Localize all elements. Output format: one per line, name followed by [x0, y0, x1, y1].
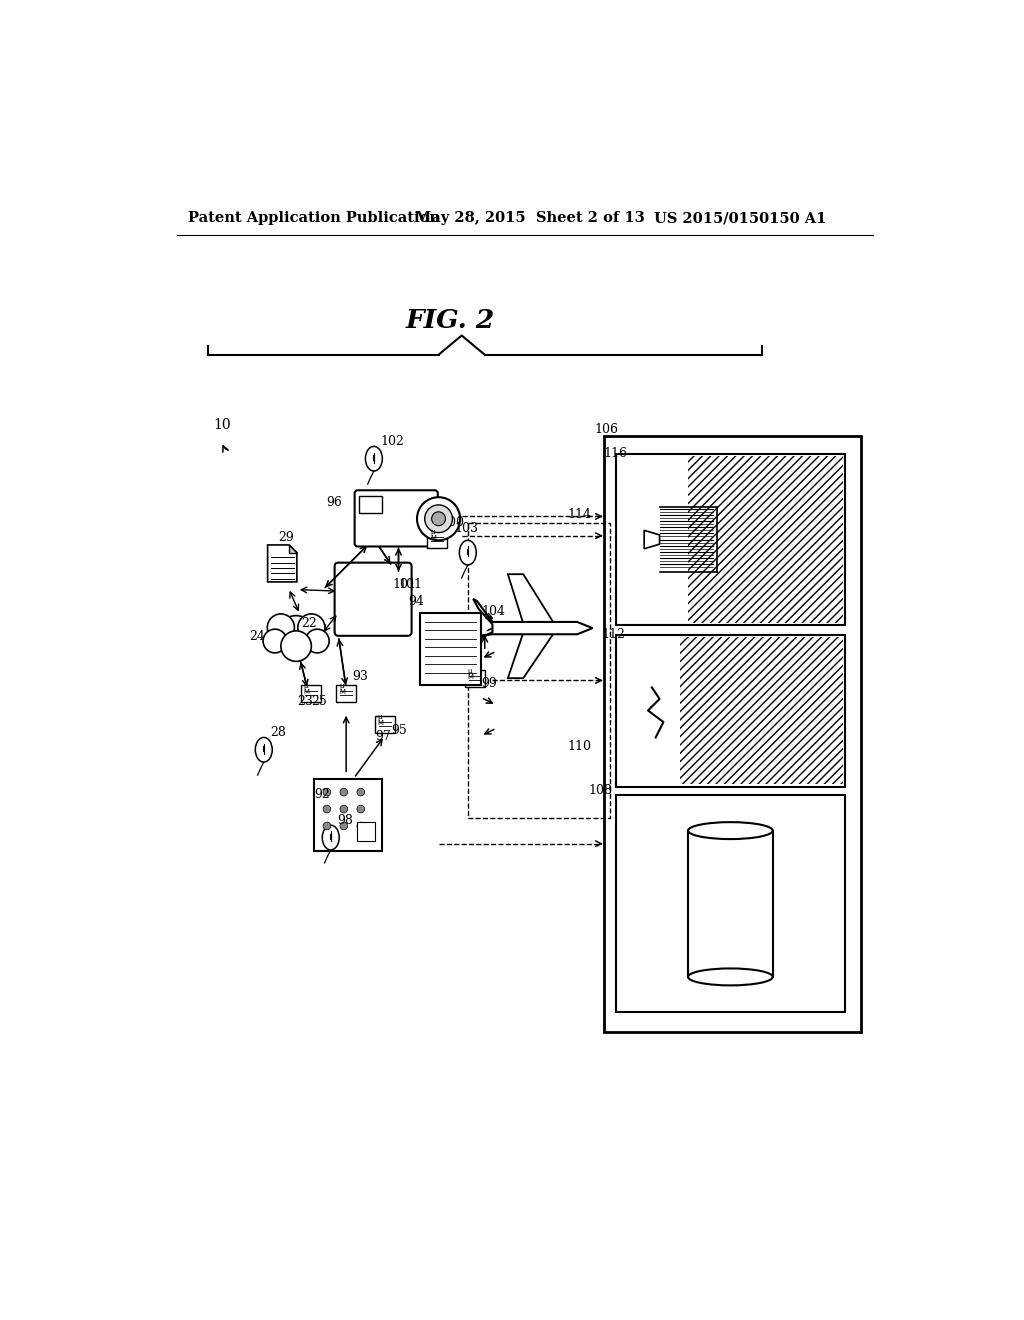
Text: μ: μ — [468, 668, 472, 673]
Polygon shape — [473, 599, 593, 642]
Ellipse shape — [460, 540, 476, 565]
Text: FIG. 2: FIG. 2 — [406, 308, 495, 333]
Circle shape — [432, 512, 445, 525]
Text: 101: 101 — [392, 578, 417, 591]
FancyBboxPatch shape — [357, 822, 376, 841]
FancyBboxPatch shape — [420, 612, 481, 685]
Ellipse shape — [688, 969, 773, 985]
Text: M: M — [468, 675, 474, 680]
Text: 23: 23 — [297, 696, 312, 708]
Ellipse shape — [255, 738, 272, 762]
Circle shape — [278, 615, 314, 653]
Text: μ: μ — [378, 714, 382, 719]
Text: 106: 106 — [595, 424, 618, 437]
FancyBboxPatch shape — [375, 715, 394, 733]
Text: May 28, 2015  Sheet 2 of 13: May 28, 2015 Sheet 2 of 13 — [416, 211, 645, 226]
Text: 98: 98 — [337, 813, 353, 826]
Text: M: M — [339, 689, 345, 696]
Text: 29: 29 — [279, 531, 294, 544]
Text: 110: 110 — [568, 739, 592, 752]
Circle shape — [323, 822, 331, 830]
Text: M: M — [378, 721, 384, 726]
Ellipse shape — [688, 822, 773, 840]
Text: 102: 102 — [380, 434, 403, 447]
Text: 22: 22 — [301, 616, 317, 630]
Text: 25: 25 — [310, 696, 327, 708]
FancyBboxPatch shape — [354, 490, 438, 546]
Text: 94: 94 — [408, 595, 424, 609]
Text: 103: 103 — [454, 521, 478, 535]
Circle shape — [323, 788, 331, 796]
Circle shape — [323, 805, 331, 813]
Text: 116: 116 — [603, 447, 628, 461]
Circle shape — [357, 788, 365, 796]
Polygon shape — [289, 545, 297, 553]
FancyBboxPatch shape — [604, 436, 861, 1032]
Text: 93: 93 — [352, 669, 369, 682]
Circle shape — [357, 822, 365, 830]
FancyBboxPatch shape — [616, 795, 845, 1012]
FancyBboxPatch shape — [335, 562, 412, 636]
Circle shape — [267, 614, 295, 642]
FancyBboxPatch shape — [618, 457, 688, 623]
Circle shape — [340, 805, 348, 813]
Polygon shape — [508, 632, 554, 678]
Circle shape — [281, 631, 311, 661]
Text: 114: 114 — [567, 508, 591, 521]
Circle shape — [298, 614, 325, 642]
Text: 10: 10 — [213, 418, 230, 433]
Circle shape — [305, 630, 329, 653]
Circle shape — [417, 498, 460, 540]
Text: M: M — [304, 689, 310, 696]
Ellipse shape — [323, 825, 339, 850]
FancyBboxPatch shape — [301, 685, 321, 702]
Text: 96: 96 — [326, 496, 342, 508]
Text: 28: 28 — [270, 726, 286, 739]
Text: M: M — [430, 536, 436, 541]
Text: 112: 112 — [601, 628, 625, 642]
FancyBboxPatch shape — [313, 779, 382, 851]
Text: US 2015/0150150 A1: US 2015/0150150 A1 — [654, 211, 826, 226]
Text: 100: 100 — [441, 516, 465, 529]
Polygon shape — [508, 574, 554, 623]
Text: 108: 108 — [588, 784, 612, 797]
Text: 101: 101 — [398, 578, 423, 591]
FancyBboxPatch shape — [336, 685, 356, 702]
Text: 99: 99 — [481, 677, 497, 690]
Circle shape — [263, 630, 287, 653]
Text: 95: 95 — [391, 723, 407, 737]
Ellipse shape — [366, 446, 382, 471]
FancyBboxPatch shape — [618, 638, 680, 784]
Text: 92: 92 — [313, 788, 330, 800]
FancyBboxPatch shape — [465, 669, 484, 686]
Text: μ: μ — [430, 529, 434, 535]
Text: μ: μ — [339, 684, 344, 689]
Circle shape — [425, 504, 453, 532]
Polygon shape — [267, 545, 297, 582]
FancyBboxPatch shape — [359, 496, 382, 513]
Text: 97: 97 — [376, 730, 391, 743]
FancyBboxPatch shape — [427, 531, 447, 548]
Polygon shape — [644, 531, 659, 549]
Circle shape — [340, 822, 348, 830]
Text: μ: μ — [304, 684, 308, 689]
Text: 24: 24 — [249, 630, 265, 643]
Text: Patent Application Publication: Patent Application Publication — [188, 211, 440, 226]
Circle shape — [357, 805, 365, 813]
FancyBboxPatch shape — [616, 454, 845, 626]
Text: 104: 104 — [481, 605, 506, 618]
Circle shape — [340, 788, 348, 796]
FancyBboxPatch shape — [616, 635, 845, 787]
